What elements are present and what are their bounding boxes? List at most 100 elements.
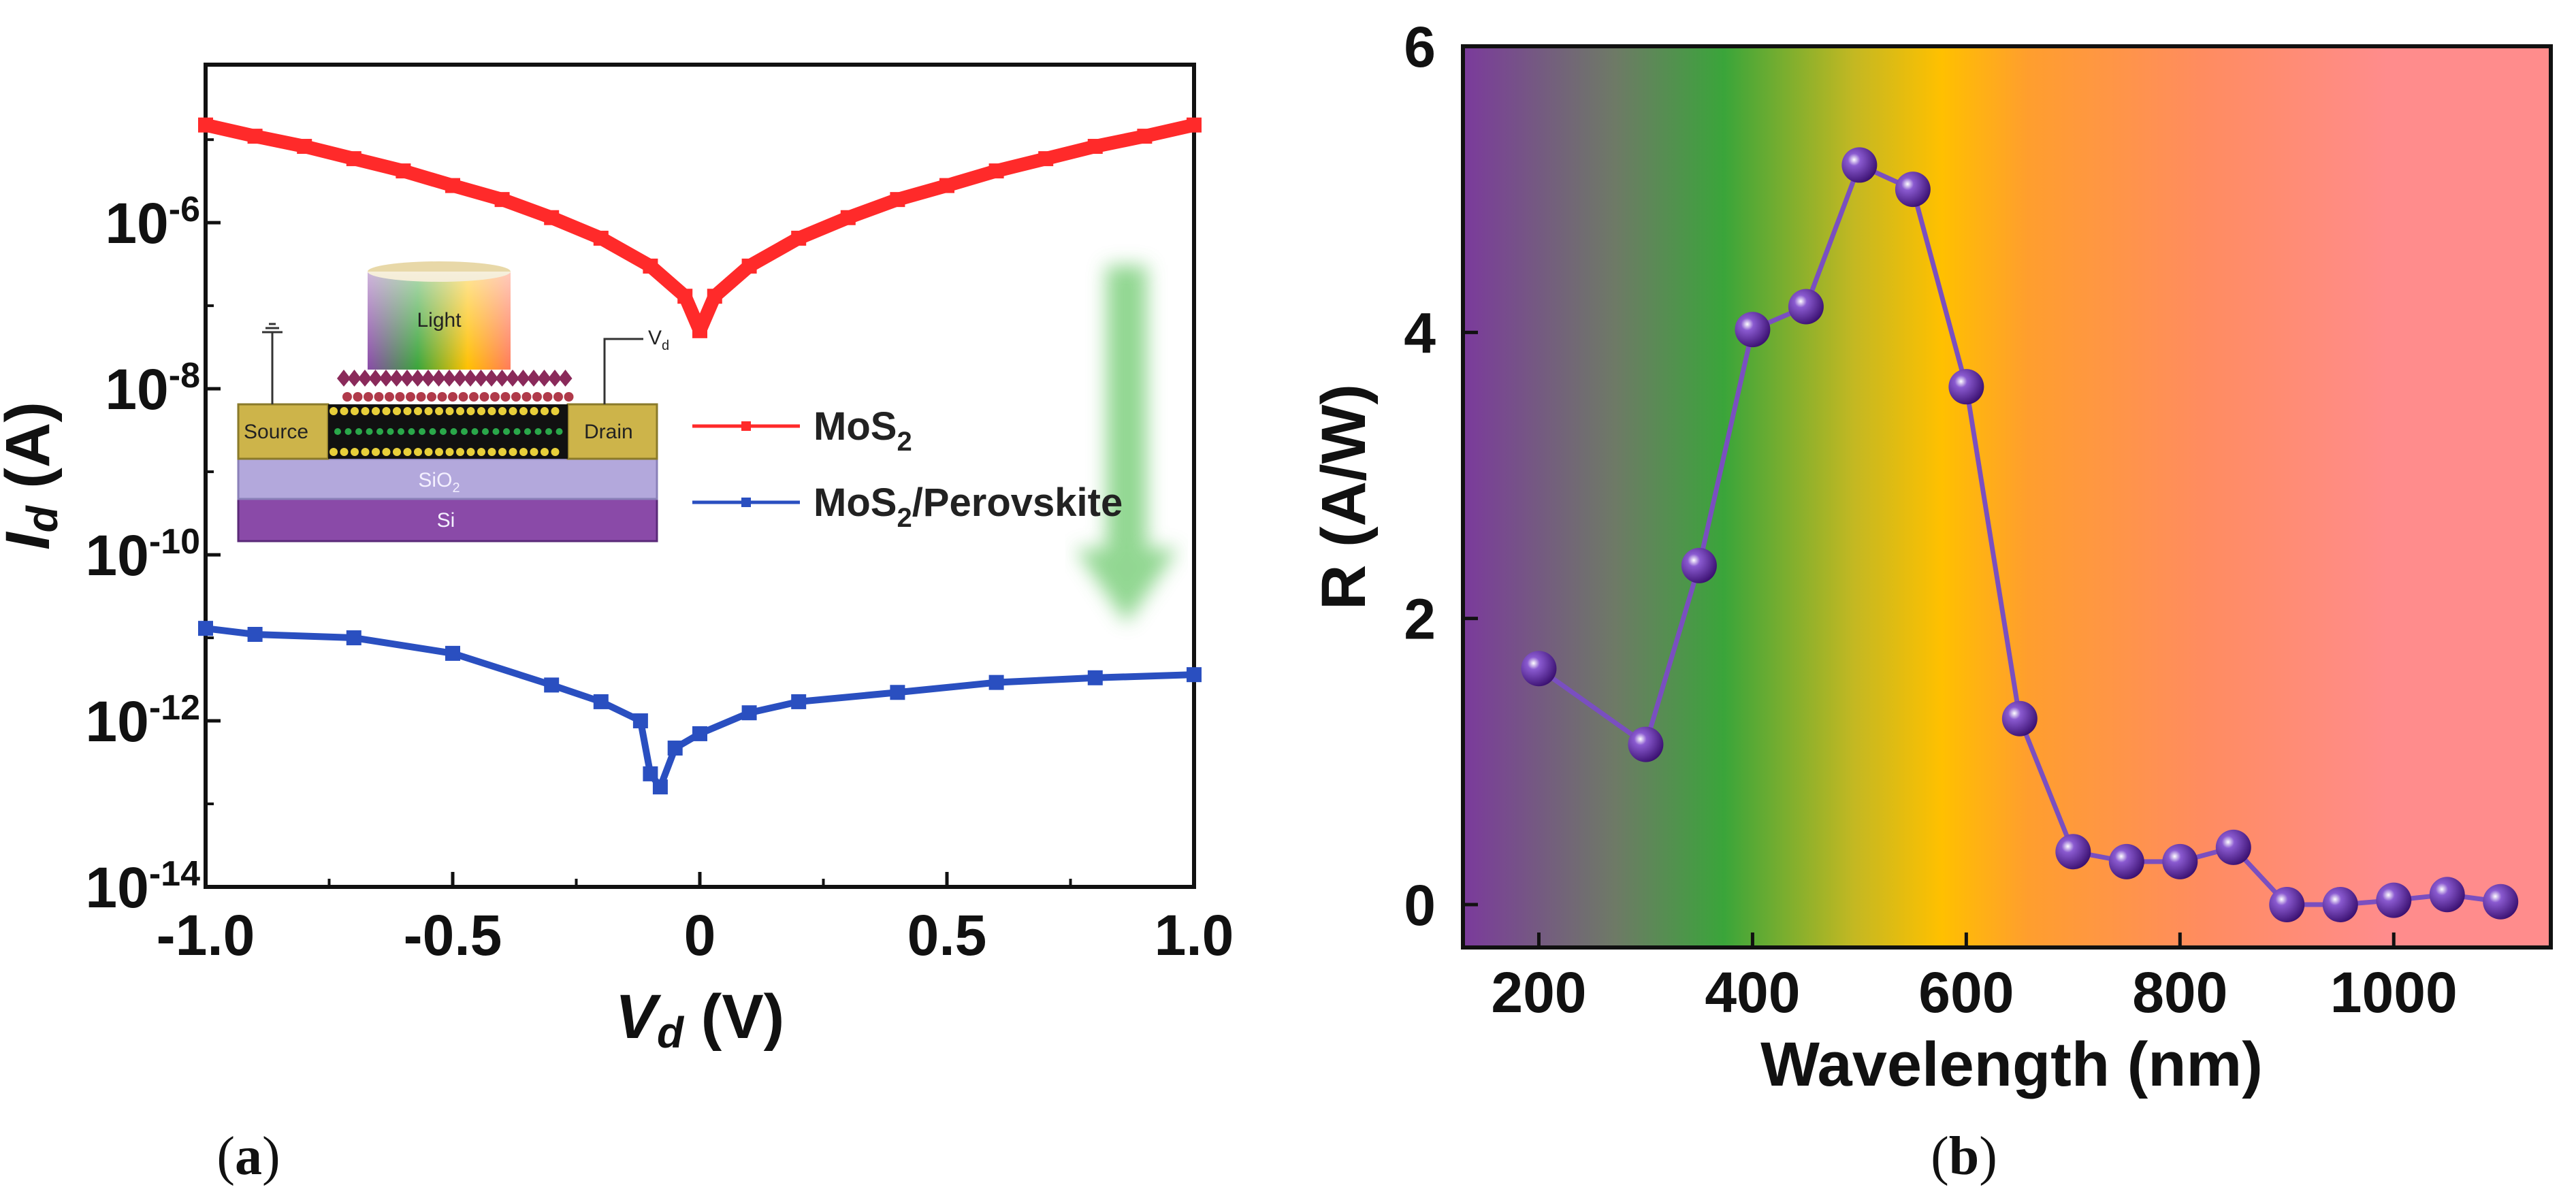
- device-schematic-inset: Light Source Drain SiO2 Si Vd: [237, 261, 669, 542]
- panel-a-iv-curves: Light Source Drain SiO2 Si Vd -1.0 -0.5 0 0…: [0, 63, 1234, 1057]
- si-layer: [237, 498, 658, 542]
- data-point: [396, 163, 411, 179]
- x-tick-label: 1000: [2330, 960, 2458, 1024]
- y-tick-label: 10-12: [85, 688, 200, 753]
- source-label: Source: [244, 421, 308, 443]
- data-point: [1137, 129, 1153, 144]
- decrease-arrow-icon: [1076, 265, 1178, 623]
- panel-b-responsivity: 200 400 600 800 1000 0 2 4 6 Wavelength (nm) R (…: [1309, 15, 2553, 1099]
- data-point: [1735, 312, 1771, 348]
- data-point: [1187, 667, 1202, 683]
- legend: MoS2 MoS2/Perovskite: [692, 404, 1123, 533]
- data-point: [791, 230, 807, 246]
- data-point: [1895, 172, 1931, 208]
- drain-label: Drain: [584, 421, 633, 443]
- data-point: [692, 323, 707, 338]
- si-label: Si: [437, 509, 455, 532]
- drain-wire: [603, 338, 643, 404]
- data-point: [939, 178, 954, 193]
- vd-label: Vd: [648, 327, 669, 353]
- data-point: [677, 289, 693, 304]
- data-point: [988, 675, 1004, 690]
- data-point: [346, 151, 361, 167]
- series-group: [198, 117, 1202, 795]
- data-point: [544, 677, 560, 693]
- x-tick-label: 600: [1918, 960, 2014, 1024]
- x-tick-label: 0.5: [907, 903, 987, 967]
- y-axis-title: Id (A): [0, 402, 67, 550]
- x-tick-label: 800: [2132, 960, 2227, 1024]
- caption-b: (b): [1931, 1126, 1997, 1186]
- data-point: [1087, 670, 1103, 685]
- data-point: [198, 117, 213, 133]
- y-tick-label: 6: [1404, 15, 1436, 79]
- data-point: [494, 192, 510, 208]
- source-electrode: [237, 403, 329, 460]
- data-point: [2162, 843, 2198, 879]
- y-tick-label: 10-14: [85, 854, 200, 920]
- data-point: [1187, 117, 1202, 133]
- series-group: [1521, 147, 2519, 922]
- data-point: [707, 289, 722, 304]
- ground-icon: [262, 323, 283, 334]
- y-tick-label: 10-6: [105, 190, 200, 255]
- data-point: [544, 210, 560, 225]
- data-point: [1087, 139, 1103, 155]
- y-tick-label: 0: [1404, 873, 1436, 937]
- data-point: [741, 258, 757, 274]
- data-point: [2429, 877, 2465, 913]
- y-axis-title: R (A/W): [1309, 384, 1379, 610]
- data-point: [741, 705, 757, 721]
- data-point: [1681, 547, 1717, 583]
- data-point: [643, 766, 658, 781]
- x-axis-title: Vd (V): [615, 982, 785, 1057]
- sio2-label: SiO2: [418, 469, 460, 496]
- data-point: [247, 129, 263, 144]
- atomic-lattice: [329, 370, 574, 456]
- y-tick-label: 10-10: [85, 522, 200, 587]
- data-point: [2322, 886, 2358, 922]
- data-point: [2376, 882, 2412, 918]
- data-point: [791, 694, 807, 709]
- svg-text:MoS2: MoS2: [814, 404, 912, 457]
- data-point: [346, 630, 361, 646]
- x-tick-label: 400: [1705, 960, 1800, 1024]
- data-point: [1038, 151, 1054, 167]
- data-point: [247, 627, 263, 643]
- data-point: [445, 178, 460, 193]
- axis-ticks: -1.0 -0.5 0 0.5 1.0 10-14 10-12 10-10 10-8 10-6: [85, 138, 1234, 967]
- data-point: [840, 210, 856, 225]
- data-point: [2001, 700, 2038, 736]
- data-point: [667, 741, 683, 756]
- data-point: [632, 713, 648, 729]
- y-tick-label: 10-8: [105, 356, 200, 421]
- data-point: [593, 694, 609, 709]
- data-point: [890, 685, 905, 700]
- data-point: [198, 621, 213, 636]
- data-point: [2108, 843, 2144, 879]
- data-point: [2055, 834, 2091, 870]
- data-point: [890, 192, 905, 208]
- data-point: [988, 163, 1004, 179]
- x-tick-label: 1.0: [1155, 903, 1234, 967]
- x-tick-label: -0.5: [404, 903, 502, 967]
- data-point: [2215, 829, 2251, 865]
- data-point: [1628, 726, 1664, 762]
- legend-item-mos2-perovskite: MoS2/Perovskite: [692, 481, 1123, 533]
- data-point: [652, 779, 668, 795]
- data-point: [2483, 883, 2519, 920]
- data-point: [1948, 369, 1984, 405]
- y-tick-label: 2: [1404, 587, 1436, 651]
- caption-a: (a): [216, 1126, 280, 1186]
- data-point: [297, 139, 312, 155]
- data-point: [2269, 886, 2305, 922]
- x-tick-label: -1.0: [157, 903, 255, 967]
- data-point: [593, 230, 609, 246]
- plot-frame: [1461, 44, 2553, 950]
- data-point: [1841, 147, 1878, 183]
- spectrum-background: [1463, 46, 2551, 947]
- light-label: Light: [417, 309, 462, 331]
- legend-item-mos2: MoS2: [692, 404, 912, 457]
- x-axis-title: Wavelength (nm): [1760, 1030, 2263, 1099]
